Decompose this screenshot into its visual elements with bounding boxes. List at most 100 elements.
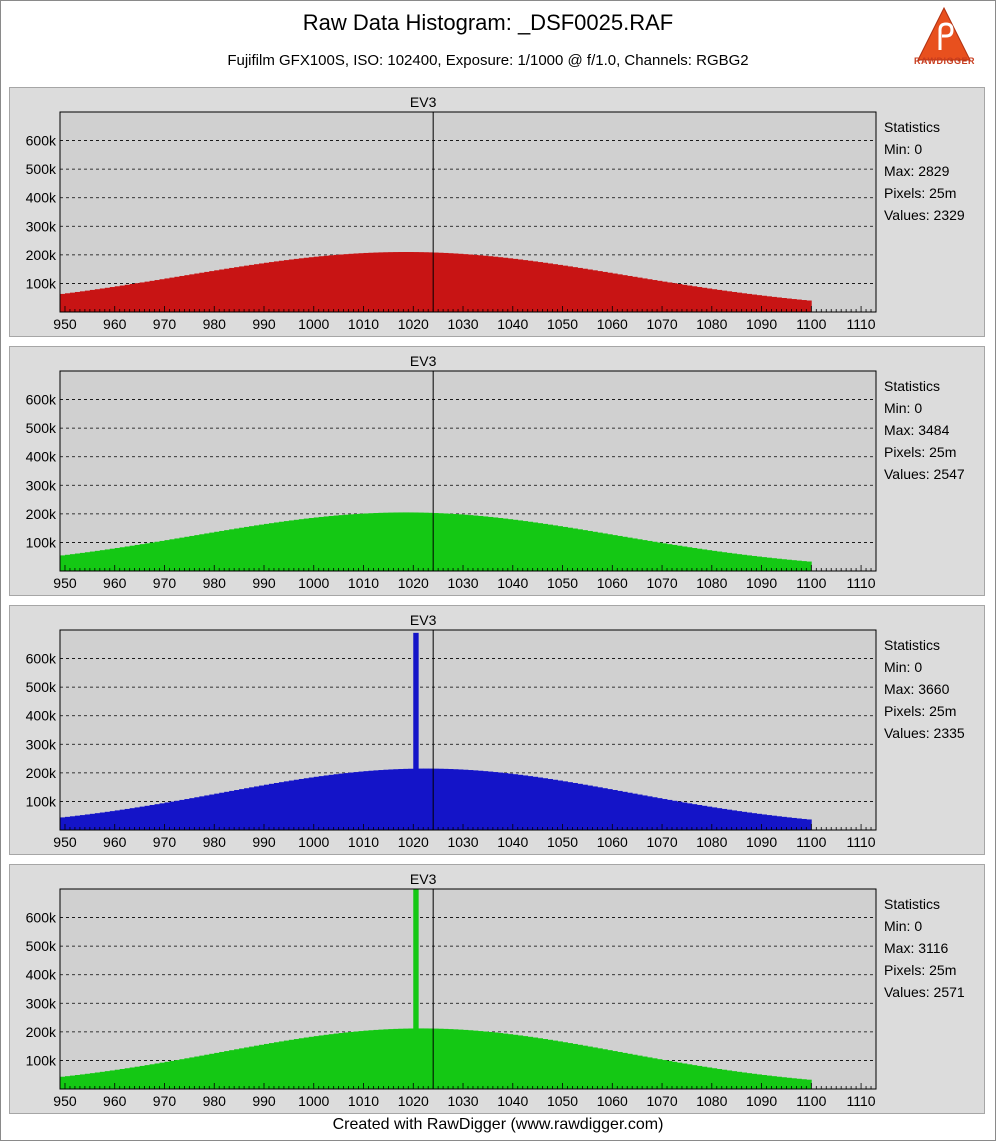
x-tick-label: 970	[153, 316, 177, 332]
histogram-bar	[229, 267, 235, 312]
histogram-bar	[676, 801, 683, 830]
histogram-bar	[781, 559, 787, 571]
histogram-bar	[199, 272, 205, 312]
histogram-bar	[627, 275, 633, 312]
histogram-bar	[592, 270, 598, 312]
histogram-bar	[373, 770, 379, 830]
histogram-bar	[99, 288, 106, 312]
histogram-bar	[174, 276, 180, 312]
histogram-bar	[602, 271, 608, 312]
histogram-bar	[368, 770, 374, 830]
histogram-bar	[791, 1078, 797, 1089]
histogram-bar	[771, 815, 777, 830]
histogram-bar	[766, 1075, 772, 1089]
histogram-bar	[463, 1029, 469, 1089]
histogram-bar	[706, 806, 713, 830]
x-tick-label: 1060	[597, 834, 628, 850]
histogram-bar	[139, 544, 145, 571]
y-tick-label: 400k	[26, 190, 57, 206]
histogram-bar	[303, 778, 310, 830]
ev-marker-label: EV3	[410, 871, 437, 887]
histogram-bar	[766, 815, 772, 830]
histogram-bar	[179, 1059, 185, 1089]
histogram-bar	[323, 255, 330, 312]
histogram-bar	[721, 552, 728, 571]
histogram-bar	[249, 526, 255, 571]
histogram-chart-g: 100k 200k 300k 400k 500k 600k EV3 950 960 970 980 9…	[26, 353, 877, 591]
histogram-bar	[791, 560, 797, 571]
histogram-bar	[418, 252, 424, 312]
histogram-bar	[453, 1029, 459, 1089]
histogram-bar	[652, 1058, 658, 1089]
x-tick-label: 980	[203, 575, 227, 591]
histogram-bar	[512, 519, 519, 571]
y-tick-label: 100k	[26, 1052, 57, 1068]
histogram-bar	[746, 1073, 753, 1089]
x-tick-label: 950	[53, 834, 77, 850]
histogram-bar	[502, 1033, 509, 1089]
histogram-bar	[313, 256, 320, 312]
y-tick-label: 100k	[26, 534, 57, 550]
stats-pixels: Pixels: 25m	[884, 444, 957, 460]
histogram-bar	[144, 543, 150, 571]
histogram-bar	[706, 288, 713, 312]
histogram-bar	[771, 296, 777, 312]
histogram-bar	[433, 768, 439, 830]
histogram-bar	[388, 769, 394, 830]
histogram-bar	[74, 815, 81, 830]
histogram-bar	[502, 257, 509, 312]
histogram-bar	[711, 550, 718, 571]
histogram-bar	[383, 252, 389, 312]
histogram-bar	[477, 770, 484, 830]
statistics-box: Statistics Min: 0 Max: 3660 Pixels: 25m …	[884, 634, 994, 744]
histogram-bar	[199, 1055, 205, 1089]
y-tick-label: 200k	[26, 247, 57, 263]
x-tick-label: 1090	[746, 316, 777, 332]
histogram-bar	[259, 263, 265, 312]
histogram-bar	[567, 782, 573, 830]
histogram-bar	[428, 512, 434, 571]
histogram-bar	[652, 541, 658, 571]
histogram-bar	[333, 1033, 340, 1089]
histogram-bar	[288, 780, 295, 830]
histogram-bar	[134, 544, 141, 571]
histogram-bar	[60, 1076, 66, 1089]
footer-credit: Created with RawDigger (www.rawdigger.co…	[332, 1116, 664, 1133]
histogram-bar	[154, 804, 160, 830]
histogram-bar	[119, 547, 126, 571]
histogram-bar	[104, 811, 111, 830]
histogram-bar	[60, 817, 66, 830]
histogram-bar	[587, 269, 593, 312]
histogram-bar	[602, 1049, 608, 1089]
x-tick-label: 1050	[547, 834, 578, 850]
stats-heading: Statistics	[884, 896, 941, 912]
histogram-bar	[174, 538, 180, 571]
histogram-panel-g2: 100k 200k 300k 400k 500k 600k EV3 950 960 970 980 9…	[9, 864, 985, 1114]
histogram-bar	[572, 267, 578, 312]
histogram-bar	[577, 783, 583, 830]
histogram-bar	[418, 1028, 424, 1089]
histogram-bar	[214, 1052, 220, 1089]
histogram-bar	[244, 1047, 250, 1089]
histogram-bar	[482, 1031, 489, 1089]
histogram-bar	[607, 272, 613, 312]
histogram-bar	[184, 275, 190, 312]
histogram-bar	[637, 794, 643, 830]
x-tick-label: 950	[53, 316, 77, 332]
histogram-bar	[333, 774, 340, 830]
ev-marker-label: EV3	[410, 353, 437, 369]
histogram-bar	[348, 1031, 354, 1089]
histogram-bar	[672, 544, 678, 571]
histogram-bar	[204, 795, 210, 830]
x-tick-label: 960	[103, 1093, 127, 1109]
histogram-bar	[761, 814, 767, 830]
histogram-bar	[234, 1049, 240, 1089]
histogram-bar	[79, 815, 86, 830]
ev-marker-label: EV3	[410, 94, 437, 110]
histogram-bar	[159, 540, 165, 571]
histogram-bar	[542, 523, 549, 571]
histogram-bar	[408, 768, 414, 830]
histogram-bar	[443, 768, 449, 830]
x-tick-label: 1070	[646, 575, 677, 591]
histogram-bar	[139, 1065, 145, 1089]
